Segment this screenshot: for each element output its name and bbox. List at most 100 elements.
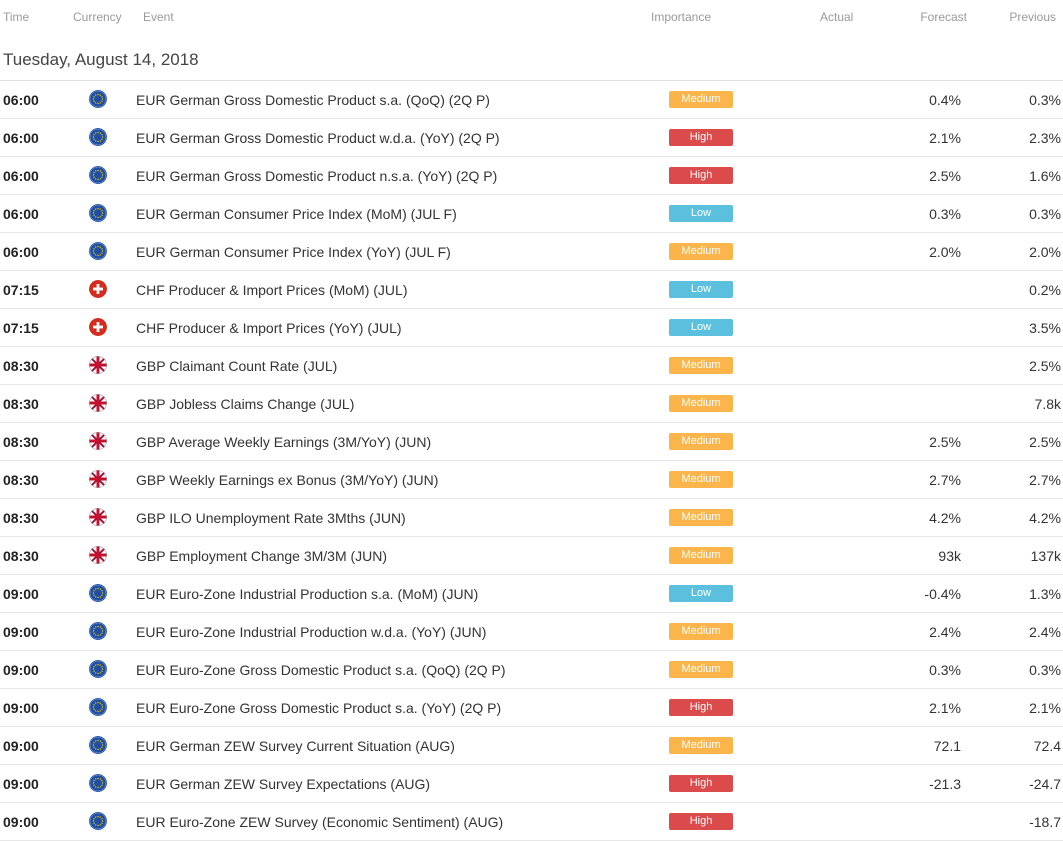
event-row[interactable]: 09:00 EUR German ZEW Survey Current Situ… bbox=[0, 727, 1063, 765]
column-header-actual[interactable]: Actual bbox=[820, 10, 854, 24]
importance-badge: Medium bbox=[669, 91, 733, 108]
event-row[interactable]: 09:00 EUR German ZEW Survey Expectations… bbox=[0, 765, 1063, 803]
event-time: 08:30 bbox=[3, 396, 39, 412]
previous-value: 0.3% bbox=[1029, 206, 1061, 222]
event-row[interactable]: 07:15 CHF Producer & Import Prices (YoY)… bbox=[0, 309, 1063, 347]
event-title[interactable]: EUR German ZEW Survey Expectations (AUG) bbox=[136, 776, 431, 792]
importance-badge: Low bbox=[669, 585, 733, 602]
previous-value: 0.3% bbox=[1029, 662, 1061, 678]
event-time: 09:00 bbox=[3, 624, 39, 640]
event-title[interactable]: EUR Euro-Zone Industrial Production s.a.… bbox=[136, 586, 479, 602]
event-row[interactable]: 08:30 GBP Average Weekly Earnings (3M/Yo… bbox=[0, 423, 1063, 461]
event-title[interactable]: GBP Employment Change 3M/3M (JUN) bbox=[136, 548, 388, 564]
event-title[interactable]: CHF Producer & Import Prices (MoM) (JUL) bbox=[136, 282, 408, 298]
forecast-value: -0.4% bbox=[924, 586, 961, 602]
event-row[interactable]: 06:00 EUR German Gross Domestic Product … bbox=[0, 119, 1063, 157]
column-header-forecast[interactable]: Forecast bbox=[920, 10, 967, 24]
importance-badge: Medium bbox=[669, 433, 733, 450]
previous-value: 4.2% bbox=[1029, 510, 1061, 526]
forecast-value: 2.0% bbox=[929, 244, 961, 260]
event-row[interactable]: 09:00 EUR Euro-Zone Gross Domestic Produ… bbox=[0, 651, 1063, 689]
forecast-value: 2.5% bbox=[929, 168, 961, 184]
importance-badge: Medium bbox=[669, 357, 733, 374]
event-title[interactable]: EUR Euro-Zone ZEW Survey (Economic Senti… bbox=[136, 814, 504, 830]
event-title[interactable]: EUR German Gross Domestic Product w.d.a.… bbox=[136, 130, 500, 146]
event-row[interactable]: 08:30 GBP Claimant Count Rate (JUL) Medi… bbox=[0, 347, 1063, 385]
event-title[interactable]: CHF Producer & Import Prices (YoY) (JUL) bbox=[136, 320, 402, 336]
eu-flag-icon bbox=[89, 622, 107, 640]
event-title[interactable]: EUR German Gross Domestic Product n.s.a.… bbox=[136, 168, 498, 184]
event-time: 06:00 bbox=[3, 244, 39, 260]
forecast-value: 2.1% bbox=[929, 700, 961, 716]
event-row[interactable]: 08:30 GBP Jobless Claims Change (JUL) Me… bbox=[0, 385, 1063, 423]
uk-flag-icon bbox=[89, 394, 107, 412]
previous-value: 2.0% bbox=[1029, 244, 1061, 260]
eu-flag-icon bbox=[89, 660, 107, 678]
event-time: 08:30 bbox=[3, 472, 39, 488]
event-time: 06:00 bbox=[3, 92, 39, 108]
eu-flag-icon bbox=[89, 774, 107, 792]
event-time: 06:00 bbox=[3, 168, 39, 184]
event-time: 09:00 bbox=[3, 662, 39, 678]
eu-flag-icon bbox=[89, 242, 107, 260]
previous-value: 137k bbox=[1030, 548, 1061, 564]
event-title[interactable]: GBP Average Weekly Earnings (3M/YoY) (JU… bbox=[136, 434, 432, 450]
event-row[interactable]: 08:30 GBP ILO Unemployment Rate 3Mths (J… bbox=[0, 499, 1063, 537]
forecast-value: 2.7% bbox=[929, 472, 961, 488]
event-title[interactable]: GBP Jobless Claims Change (JUL) bbox=[136, 396, 355, 412]
column-header-importance[interactable]: Importance bbox=[651, 10, 712, 24]
event-row[interactable]: 06:00 EUR German Consumer Price Index (M… bbox=[0, 195, 1063, 233]
event-title[interactable]: EUR Euro-Zone Gross Domestic Product s.a… bbox=[136, 700, 502, 716]
importance-badge: High bbox=[669, 129, 733, 146]
event-row[interactable]: 07:15 CHF Producer & Import Prices (MoM)… bbox=[0, 271, 1063, 309]
column-header-previous[interactable]: Previous bbox=[1009, 10, 1056, 24]
event-title[interactable]: EUR Euro-Zone Industrial Production w.d.… bbox=[136, 624, 487, 640]
importance-badge: High bbox=[669, 775, 733, 792]
event-time: 08:30 bbox=[3, 434, 39, 450]
event-title[interactable]: GBP Weekly Earnings ex Bonus (3M/YoY) (J… bbox=[136, 472, 439, 488]
calendar-header: Time Currency Event Importance Actual Fo… bbox=[0, 0, 1063, 34]
forecast-value: 2.1% bbox=[929, 130, 961, 146]
event-title[interactable]: GBP Claimant Count Rate (JUL) bbox=[136, 358, 338, 374]
previous-value: 0.2% bbox=[1029, 282, 1061, 298]
event-title[interactable]: EUR German Consumer Price Index (MoM) (J… bbox=[136, 206, 457, 222]
eu-flag-icon bbox=[89, 90, 107, 108]
uk-flag-icon bbox=[89, 508, 107, 526]
event-row[interactable]: 09:00 EUR Euro-Zone ZEW Survey (Economic… bbox=[0, 803, 1063, 841]
importance-badge: Medium bbox=[669, 243, 733, 260]
column-header-currency[interactable]: Currency bbox=[73, 10, 122, 24]
previous-value: 1.6% bbox=[1029, 168, 1061, 184]
event-title[interactable]: EUR German Consumer Price Index (YoY) (J… bbox=[136, 244, 451, 260]
event-title[interactable]: EUR Euro-Zone Gross Domestic Product s.a… bbox=[136, 662, 506, 678]
event-title[interactable]: EUR German ZEW Survey Current Situation … bbox=[136, 738, 455, 754]
event-time: 09:00 bbox=[3, 776, 39, 792]
uk-flag-icon bbox=[89, 470, 107, 488]
previous-value: 72.4 bbox=[1033, 738, 1061, 754]
previous-value: -24.7 bbox=[1029, 776, 1061, 792]
importance-badge: Low bbox=[669, 319, 733, 336]
forecast-value: 4.2% bbox=[929, 510, 961, 526]
forecast-value: 72.1 bbox=[933, 738, 961, 754]
event-row[interactable]: 09:00 EUR Euro-Zone Industrial Productio… bbox=[0, 575, 1063, 613]
event-row[interactable]: 06:00 EUR German Consumer Price Index (Y… bbox=[0, 233, 1063, 271]
event-row[interactable]: 09:00 EUR Euro-Zone Gross Domestic Produ… bbox=[0, 689, 1063, 727]
event-time: 08:30 bbox=[3, 358, 39, 374]
uk-flag-icon bbox=[89, 546, 107, 564]
event-row[interactable]: 06:00 EUR German Gross Domestic Product … bbox=[0, 157, 1063, 195]
importance-badge: Medium bbox=[669, 661, 733, 678]
previous-value: -18.7 bbox=[1029, 814, 1061, 830]
importance-badge: Low bbox=[669, 281, 733, 298]
previous-value: 3.5% bbox=[1029, 320, 1061, 336]
event-title[interactable]: GBP ILO Unemployment Rate 3Mths (JUN) bbox=[136, 510, 406, 526]
event-row[interactable]: 08:30 GBP Weekly Earnings ex Bonus (3M/Y… bbox=[0, 461, 1063, 499]
event-row[interactable]: 06:00 EUR German Gross Domestic Product … bbox=[0, 81, 1063, 119]
importance-badge: Medium bbox=[669, 737, 733, 754]
forecast-value: 0.4% bbox=[929, 92, 961, 108]
column-header-event[interactable]: Event bbox=[143, 10, 174, 24]
event-title[interactable]: EUR German Gross Domestic Product s.a. (… bbox=[136, 92, 490, 108]
event-row[interactable]: 08:30 GBP Employment Change 3M/3M (JUN) … bbox=[0, 537, 1063, 575]
event-row[interactable]: 09:00 EUR Euro-Zone Industrial Productio… bbox=[0, 613, 1063, 651]
previous-value: 2.5% bbox=[1029, 434, 1061, 450]
column-header-time[interactable]: Time bbox=[3, 10, 30, 24]
previous-value: 2.3% bbox=[1029, 130, 1061, 146]
